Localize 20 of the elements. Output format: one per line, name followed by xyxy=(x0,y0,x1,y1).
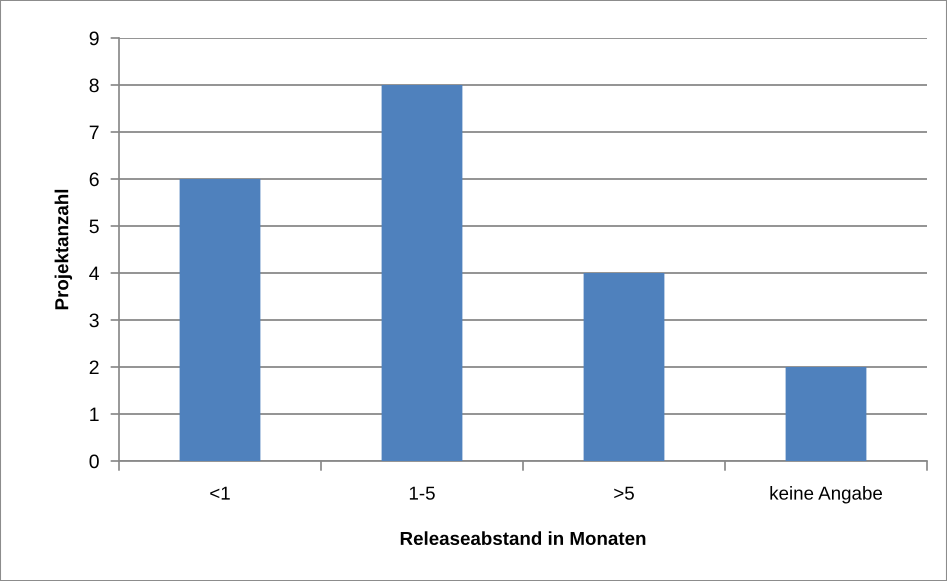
bar xyxy=(584,273,664,461)
y-tick-label: 4 xyxy=(89,266,99,280)
y-axis-title: Projektanzahl xyxy=(54,190,72,310)
x-tick-label: 1-5 xyxy=(410,486,435,500)
x-axis-title: Releaseabstand in Monaten xyxy=(400,531,646,546)
x-tick-label: keine Angabe xyxy=(770,486,882,504)
y-tick-label: 7 xyxy=(90,126,99,140)
y-tick-label: 3 xyxy=(89,313,99,328)
y-tick-label: 6 xyxy=(90,172,99,186)
y-tick-label: 0 xyxy=(90,454,99,468)
bar xyxy=(180,179,260,461)
y-tick-label: 2 xyxy=(90,360,99,374)
y-tick-label: 1 xyxy=(90,408,99,422)
y-tick-label: 9 xyxy=(90,31,99,46)
x-tick-label: >5 xyxy=(614,486,634,500)
x-tick-label: <1 xyxy=(210,486,230,500)
bar xyxy=(786,367,866,461)
y-tick-label: 8 xyxy=(90,78,99,92)
y-tick-label: 5 xyxy=(90,220,99,234)
bar xyxy=(382,85,462,461)
